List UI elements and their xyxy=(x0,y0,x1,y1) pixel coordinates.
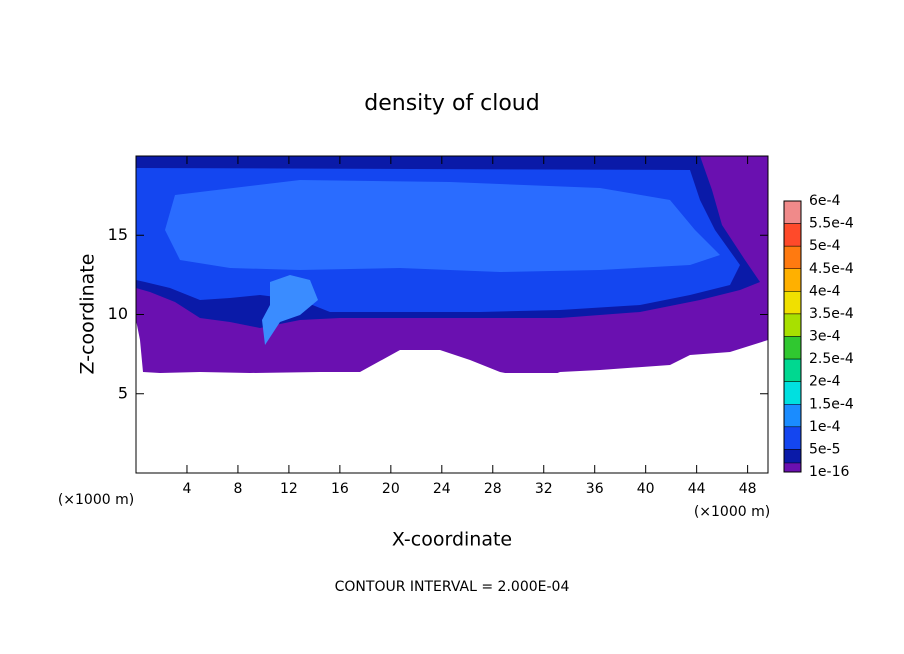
colorbar-box xyxy=(783,268,802,292)
contour-region xyxy=(165,180,720,272)
colorbar-label: 2e-4 xyxy=(809,374,841,390)
colorbar-label: 5.5e-4 xyxy=(809,216,854,232)
colorbar-label: 5e-5 xyxy=(809,441,840,457)
x-axis-label: X-coordinate xyxy=(392,529,512,551)
colorbar-label: 3e-4 xyxy=(809,329,841,345)
y-tick-label: 5 xyxy=(118,383,128,402)
x-tick-label: 12 xyxy=(280,481,298,497)
chart-title: density of cloud xyxy=(364,91,539,116)
colorbar-box xyxy=(783,426,802,450)
footnote: CONTOUR INTERVAL = 2.000E-04 xyxy=(335,579,570,595)
x-tick-label: 28 xyxy=(484,481,502,497)
contour-region xyxy=(136,373,768,473)
x-tick-label: 24 xyxy=(433,481,451,497)
colorbar-frame xyxy=(783,200,802,473)
colorbar-label: 6e-4 xyxy=(809,193,841,209)
colorbar-box xyxy=(783,336,802,360)
colorbar-box xyxy=(783,381,802,405)
colorbar-box xyxy=(783,358,802,382)
y-tick-label: 10 xyxy=(108,304,128,323)
x-tick-label: 40 xyxy=(637,481,655,497)
y-axis-label: Z-coordinate xyxy=(77,254,99,375)
colorbar-label: 4.5e-4 xyxy=(809,261,854,277)
colorbar-bottom xyxy=(783,462,802,473)
contour-field xyxy=(136,156,768,473)
colorbar-box xyxy=(783,200,802,224)
y-tick-label: 15 xyxy=(108,225,128,244)
x-tick-label: 36 xyxy=(586,481,604,497)
colorbar-label: 4e-4 xyxy=(809,283,841,299)
colorbar-label: 3.5e-4 xyxy=(809,306,854,322)
x-tick-label: 8 xyxy=(233,481,242,497)
colorbar-label: 2.5e-4 xyxy=(809,351,854,367)
x-tick-label: 48 xyxy=(739,481,757,497)
colorbar-box xyxy=(783,291,802,315)
colorbar-box xyxy=(783,313,802,337)
colorbar-label: 1e-4 xyxy=(809,419,841,435)
colorbar-box xyxy=(783,245,802,270)
y-unit: (×1000 m) xyxy=(58,492,134,508)
colorbar-box xyxy=(783,223,802,247)
x-unit: (×1000 m) xyxy=(694,504,770,520)
x-tick-label: 32 xyxy=(535,481,553,497)
colorbar-label: 5e-4 xyxy=(809,238,841,254)
x-tick-label: 44 xyxy=(688,481,706,497)
x-tick-label: 16 xyxy=(331,481,349,497)
contour-region xyxy=(262,275,318,345)
colorbar-label: 1.5e-4 xyxy=(809,396,854,412)
colorbar-label: 1e-16 xyxy=(809,464,849,480)
x-tick-label: 4 xyxy=(183,481,192,497)
colorbar-box xyxy=(783,404,802,428)
x-tick-label: 20 xyxy=(382,481,400,497)
